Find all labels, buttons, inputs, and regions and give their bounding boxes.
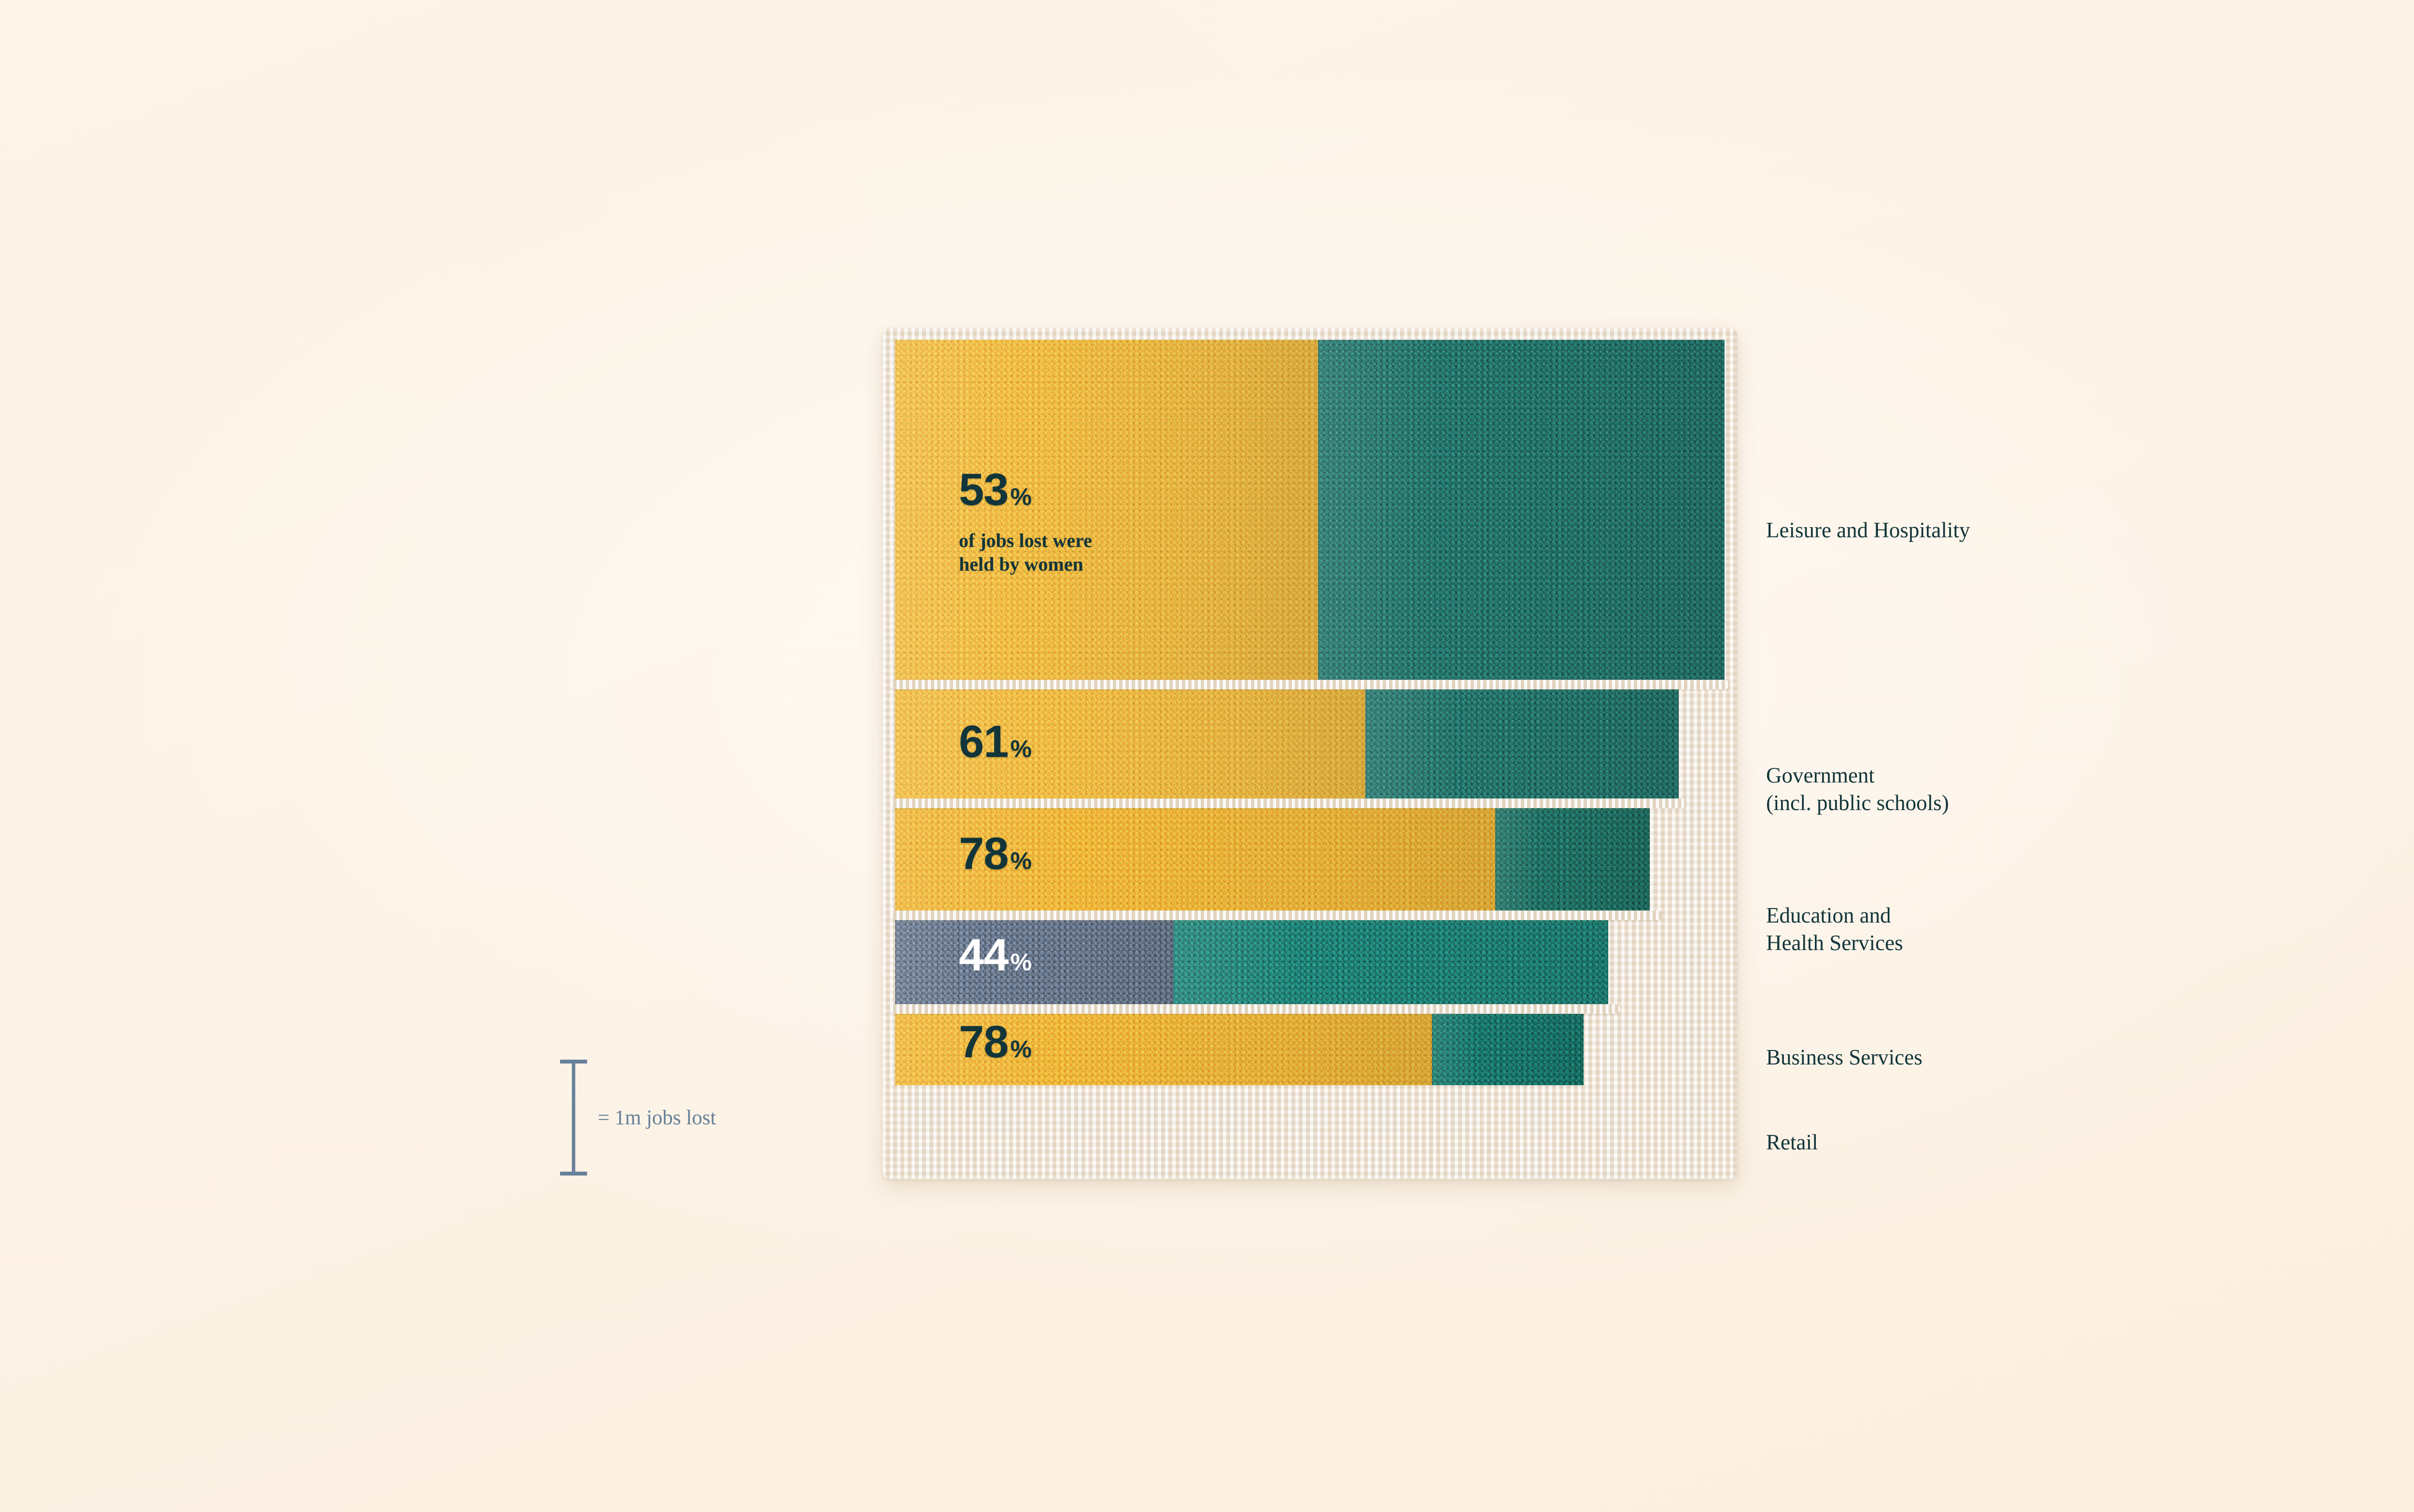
bar-segment-male: [1173, 919, 1609, 1007]
category-label-government: Government (incl. public schools): [1766, 763, 1949, 815]
i-beam-stem: [572, 1060, 575, 1176]
stitch-texture: [1318, 340, 1725, 684]
crochet-bar-chart: 53 % of jobs lost were held by women 61 …: [883, 328, 1737, 1179]
fabric-sheen: [1495, 807, 1650, 913]
fabric-sheen: [895, 807, 1495, 913]
category-label-retail: Retail: [1766, 1130, 1818, 1154]
stitch-texture: [895, 340, 1319, 684]
fabric-sheen: [895, 688, 1366, 801]
stitch-texture: [1365, 688, 1679, 801]
bar-segment-female: [895, 688, 1366, 801]
bar-segment-male: [1432, 1013, 1584, 1085]
callout-line-1: of jobs lost were: [959, 530, 1092, 551]
stitch-texture: [1432, 1013, 1584, 1085]
data-label-value: 44: [959, 929, 1009, 980]
stitch-holes: [1365, 688, 1679, 801]
bar-row-education-and-health-services[interactable]: [895, 807, 1650, 913]
data-label-percent: %: [1010, 1036, 1032, 1063]
data-label-value: 53: [959, 464, 1009, 515]
bar-segment-male: [1318, 340, 1725, 684]
stitch-texture: [1173, 919, 1609, 1007]
data-label-value: 61: [959, 716, 1009, 767]
fabric-sheen: [1432, 1013, 1584, 1085]
row-divider: [890, 680, 1729, 689]
data-label-value: 78: [959, 828, 1009, 879]
data-label-education-and-health-services: 78 %: [959, 828, 1032, 879]
callout-annotation: of jobs lost were held by women: [959, 529, 1092, 576]
bar-row-retail[interactable]: [895, 1013, 1584, 1085]
bar-segment-male: [1495, 807, 1650, 913]
stitch-texture: [1495, 807, 1650, 913]
stitch-holes: [1432, 1013, 1584, 1085]
chart-rows: 53 % of jobs lost were held by women 61 …: [890, 340, 1729, 1167]
bar-row-leisure-and-hospitality[interactable]: [895, 340, 1725, 684]
stitch-holes: [1173, 919, 1609, 1007]
fabric-sheen: [1365, 688, 1679, 801]
stitch-holes: [895, 340, 1319, 684]
i-beam-scale-icon: [560, 1060, 587, 1176]
stitch-holes: [895, 807, 1495, 913]
data-label-retail: 78 %: [959, 1016, 1032, 1067]
fabric-sheen: [1173, 919, 1609, 1007]
data-label-business-services: 44 %: [959, 929, 1032, 980]
scale-legend: = 1m jobs lost: [560, 1060, 716, 1176]
data-label-leisure-and-hospitality: 53 %: [959, 464, 1032, 515]
i-beam-bottom-cap: [560, 1172, 587, 1176]
stitch-texture: [895, 688, 1366, 801]
stitch-texture: [895, 919, 1174, 1007]
fabric-sheen: [895, 340, 1319, 684]
stitch-holes: [1495, 807, 1650, 913]
row-divider: [890, 798, 1687, 808]
stitch-texture: [895, 807, 1495, 913]
scale-legend-label: = 1m jobs lost: [598, 1106, 716, 1129]
stitch-texture: [895, 1013, 1432, 1085]
row-divider: [890, 910, 1662, 920]
stitch-holes: [895, 688, 1366, 801]
category-label-business-services: Business Services: [1766, 1045, 1923, 1069]
data-label-percent: %: [1010, 949, 1032, 976]
category-label-leisure-and-hospitality: Leisure and Hospitality: [1766, 518, 1970, 542]
bar-segment-female: [895, 1013, 1432, 1085]
callout-line-2: held by women: [959, 553, 1083, 575]
bar-segment-male: [1365, 688, 1679, 801]
data-label-percent: %: [1010, 483, 1032, 510]
fabric-sheen: [895, 1013, 1432, 1085]
stitch-holes: [895, 919, 1174, 1007]
bar-row-government[interactable]: [895, 688, 1679, 801]
fabric-sheen: [895, 919, 1174, 1007]
bar-segment-female: [895, 807, 1495, 913]
bar-row-business-services[interactable]: [895, 919, 1609, 1007]
data-label-percent: %: [1010, 847, 1032, 874]
data-label-percent: %: [1010, 735, 1032, 762]
data-label-government: 61 %: [959, 716, 1032, 767]
bar-segment-female: [895, 919, 1174, 1007]
category-label-education-and-health-services: Education and Health Services: [1766, 903, 1903, 955]
data-label-value: 78: [959, 1016, 1009, 1067]
stitch-holes: [1318, 340, 1725, 684]
fabric-sheen: [1318, 340, 1725, 684]
bar-segment-female: [895, 340, 1319, 684]
row-divider: [890, 1004, 1620, 1014]
stitch-holes: [895, 1013, 1432, 1085]
